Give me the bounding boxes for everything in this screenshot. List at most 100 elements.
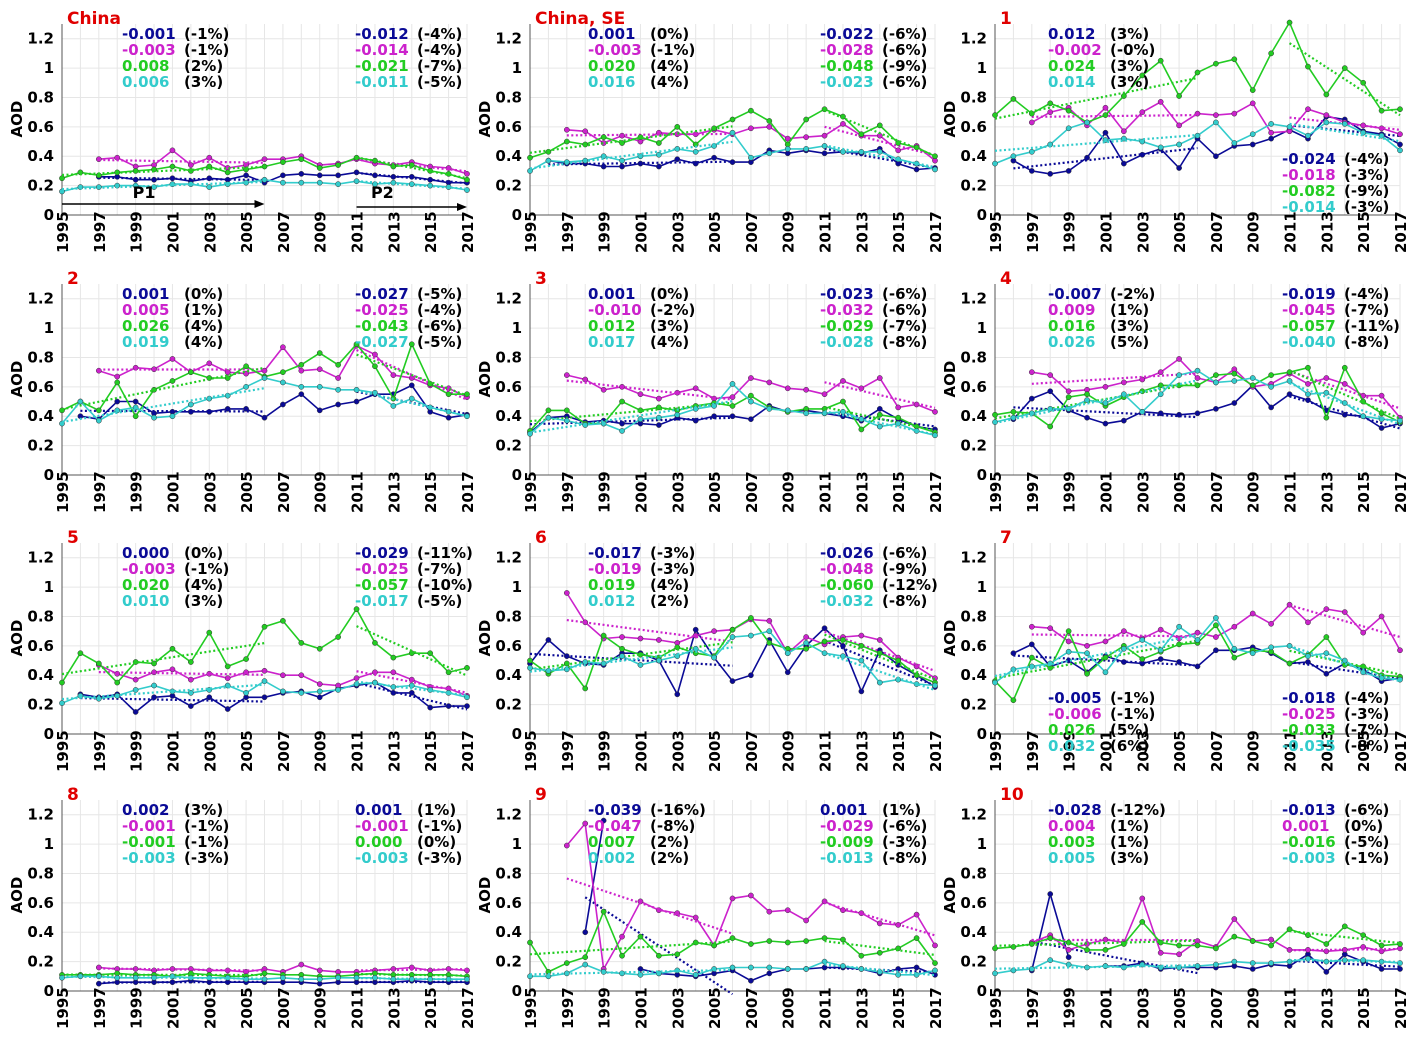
trend-annotation: -0.010 (-2%) — [588, 301, 695, 319]
data-point-magenta — [821, 391, 828, 398]
data-point-magenta — [563, 590, 570, 596]
trend-value: -0.013 — [820, 849, 874, 867]
chart-svg: 0 0.2 0.4 0.6 0.8 1 1.2 1995 1997 1999 2001 2003 200… — [8, 528, 477, 772]
data-point-cyan — [582, 961, 589, 968]
data-point-magenta — [335, 375, 341, 381]
data-point-green — [1213, 622, 1219, 629]
data-point-cyan — [1028, 148, 1035, 155]
data-point-blue — [876, 406, 883, 412]
trend-line-blue — [1013, 654, 1198, 667]
trend-percent: (3%) — [1110, 849, 1149, 867]
data-point-blue — [261, 694, 268, 701]
data-point-green — [876, 650, 883, 657]
data-point-magenta — [1249, 610, 1256, 617]
data-point-blue — [1084, 154, 1090, 161]
data-point-cyan — [692, 971, 699, 978]
trend-value: -0.029 — [355, 544, 409, 562]
y-tick-label: 0 — [44, 725, 54, 743]
trend-annotation: 0.001 (0%) — [122, 285, 223, 303]
trend-value: -0.019 — [588, 560, 642, 578]
data-point-cyan — [335, 974, 341, 981]
data-point-green — [1341, 364, 1348, 371]
trend-percent: (0%) — [650, 285, 689, 303]
data-point-blue — [188, 703, 194, 709]
y-tick-label: 0.6 — [27, 894, 54, 912]
data-point-cyan — [803, 146, 809, 152]
trend-annotation: 0.004 (1%) — [1048, 817, 1149, 835]
data-point-blue — [132, 709, 139, 715]
trend-annotation: 0.001 (1%) — [355, 801, 456, 819]
data-point-blue — [729, 678, 736, 684]
trend-line-green — [824, 939, 936, 956]
data-point-blue — [1028, 395, 1035, 402]
x-tick-label: 2013 — [385, 211, 403, 253]
data-point-cyan — [748, 154, 754, 161]
y-axis-label: AOD — [476, 361, 494, 398]
y-tick-label: 1.2 — [495, 30, 522, 48]
data-point-magenta — [390, 669, 397, 676]
data-point-green — [1121, 93, 1127, 99]
x-tick-label: 2017 — [459, 730, 477, 772]
data-point-cyan — [132, 687, 139, 693]
x-tick-label: 2003 — [669, 987, 687, 1029]
trend-line-magenta — [1289, 604, 1401, 639]
data-point-green — [169, 645, 176, 652]
trend-value: -0.010 — [588, 301, 642, 319]
trend-percent: (0%) — [650, 25, 689, 43]
data-point-blue — [1028, 168, 1035, 174]
trend-value: -0.016 — [1282, 833, 1336, 851]
trend-value: 0.001 — [355, 801, 402, 819]
data-point-cyan — [335, 386, 341, 393]
trend-percent: (0%) — [184, 544, 223, 562]
data-point-green — [353, 341, 360, 348]
trend-line-blue — [548, 160, 733, 166]
trend-annotation: 0.005 (3%) — [1048, 849, 1149, 867]
trend-value: -0.027 — [355, 333, 409, 351]
data-point-green — [77, 650, 84, 657]
x-tick-label: 1999 — [596, 471, 614, 513]
x-tick-label: 1995 — [522, 730, 540, 772]
trend-value: -0.005 — [1048, 689, 1102, 707]
y-tick-label: 0.4 — [495, 923, 522, 941]
trend-percent: (0%) — [1344, 817, 1383, 835]
trend-percent: (-1%) — [184, 833, 229, 851]
trend-line-blue — [356, 681, 468, 711]
trend-annotation: 0.000 (0%) — [355, 833, 456, 851]
data-point-green — [1378, 107, 1385, 114]
data-point-cyan — [1102, 400, 1109, 406]
data-point-green — [445, 391, 452, 398]
data-point-cyan — [582, 659, 589, 665]
data-point-magenta — [1249, 100, 1256, 107]
data-point-cyan — [1157, 144, 1164, 151]
trend-annotation: 0.019 (4%) — [122, 333, 223, 351]
data-point-green — [563, 138, 570, 145]
data-point-cyan — [895, 420, 902, 427]
data-point-blue — [1047, 171, 1054, 177]
trend-percent: (3%) — [650, 317, 689, 335]
trend-value: 0.019 — [588, 576, 635, 594]
data-point-green — [840, 398, 846, 405]
trend-value: 0.002 — [122, 801, 169, 819]
data-point-blue — [692, 626, 699, 633]
data-point-magenta — [1305, 381, 1311, 387]
data-point-magenta — [316, 366, 323, 373]
data-point-green — [1157, 382, 1164, 389]
trend-value: 0.016 — [1048, 317, 1095, 335]
trend-percent: (-1%) — [650, 41, 695, 59]
x-tick-label: 1995 — [522, 211, 540, 253]
trend-percent: (-6%) — [882, 73, 927, 91]
trend-value: -0.018 — [1282, 166, 1336, 184]
data-point-cyan — [298, 976, 305, 983]
data-point-cyan — [766, 628, 773, 635]
x-tick-label: 2001 — [632, 211, 650, 253]
data-point-cyan — [876, 148, 883, 155]
trend-line-green — [356, 156, 468, 180]
data-point-magenta — [1028, 119, 1035, 126]
y-tick-label: 1.2 — [960, 30, 987, 48]
data-point-magenta — [1397, 647, 1403, 654]
trend-value: 0.001 — [820, 801, 867, 819]
data-point-blue — [858, 688, 865, 695]
y-tick-label: 0.6 — [27, 378, 54, 396]
y-axis-label: AOD — [8, 620, 26, 657]
x-tick-label: 2011 — [349, 471, 367, 513]
